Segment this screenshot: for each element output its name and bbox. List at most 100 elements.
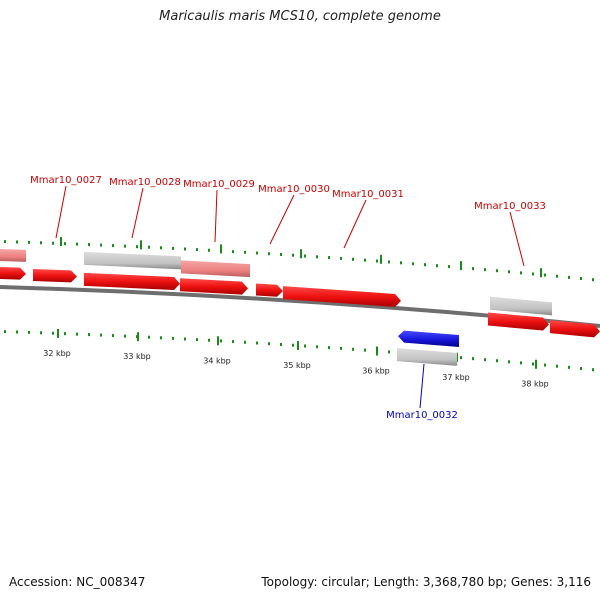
upper-major-tick (140, 240, 142, 250)
lower-tick-dot (364, 348, 366, 352)
gene-arrow-0032[interactable] (398, 330, 459, 348)
cds-bar-0028[interactable] (84, 251, 181, 270)
gene-leader-line (131, 187, 144, 239)
cds-bar-0033[interactable] (490, 296, 552, 316)
gene-label[interactable]: Mmar10_0028 (109, 177, 181, 188)
gene-arrow-0028[interactable] (84, 272, 180, 290)
upper-tick-dot (244, 250, 246, 254)
upper-major-tick (60, 237, 62, 247)
upper-tick-dot (364, 258, 366, 262)
upper-tick-dot (112, 244, 114, 248)
upper-tick-dot (40, 241, 42, 245)
upper-tick-dot (136, 245, 138, 249)
upper-major-tick (300, 249, 302, 259)
lower-tick-dot (508, 360, 510, 364)
upper-tick-dot (580, 277, 582, 281)
lower-tick-dot (52, 331, 54, 335)
scale-label-track: 32 kbp 33 kbp 34 kbp 35 kbp 36 kbp 37 kbp 38 k… (43, 349, 549, 389)
gene-arrow-0027[interactable] (33, 269, 77, 283)
lower-major-tick (217, 336, 219, 346)
scale-label: 32 kbp (43, 349, 71, 358)
upper-tick-dot (424, 263, 426, 267)
lower-tick-dot (496, 359, 498, 363)
lower-tick-dot (124, 334, 126, 338)
gene-label[interactable]: Mmar10_0032 (386, 410, 458, 421)
upper-tick-dot (196, 248, 198, 252)
gene-label[interactable]: Mmar10_0033 (474, 201, 546, 212)
lower-tick-dot (196, 338, 198, 342)
feature-track (0, 249, 600, 366)
gene-leader-line (419, 363, 425, 409)
upper-major-tick (460, 261, 462, 271)
upper-tick-dot (208, 248, 210, 252)
upper-tick-dot (268, 252, 270, 256)
upper-tick-dot (436, 264, 438, 268)
upper-tick-dot (388, 260, 390, 264)
gene-arrow-0033[interactable] (488, 312, 549, 331)
lower-major-tick (57, 328, 59, 338)
lower-tick-dot (16, 330, 18, 334)
upper-tick-dot (76, 242, 78, 246)
scale-label: 38 kbp (521, 380, 549, 389)
gene-leader-line (343, 199, 367, 249)
gene-label[interactable]: Mmar10_0031 (332, 189, 404, 200)
gene-arrow-0034[interactable] (550, 320, 600, 338)
upper-tick-dot (160, 246, 162, 250)
genome-summary-text: Topology: circular; Length: 3,368,780 bp… (261, 575, 591, 589)
lower-tick-dot (208, 338, 210, 342)
lower-tick-dot (460, 356, 462, 360)
upper-tick-dot (16, 240, 18, 244)
cds-bar-0032[interactable] (397, 348, 457, 366)
gene-arrow-0031[interactable] (283, 286, 401, 307)
lower-tick-dot (520, 361, 522, 365)
lower-major-tick (297, 341, 299, 351)
lower-tick-dot (160, 336, 162, 340)
gene-arrow-0029[interactable] (180, 278, 248, 295)
lower-tick-dot (220, 339, 222, 343)
lower-tick-dot (244, 340, 246, 344)
upper-tick-dot (184, 247, 186, 251)
gene-leader-line (214, 189, 218, 243)
gene-arrow-0026[interactable] (0, 267, 26, 280)
gene-label[interactable]: Mmar10_0027 (30, 175, 102, 186)
upper-tick-dot (4, 240, 6, 244)
lower-tick-dot (556, 364, 558, 368)
lower-tick-dot (304, 344, 306, 348)
lower-tick-dot (532, 362, 534, 366)
gene-label[interactable]: Mmar10_0030 (258, 184, 330, 195)
upper-tick-dot (316, 255, 318, 259)
lower-tick-dot (88, 333, 90, 337)
lower-major-tick (535, 359, 537, 369)
cds-bar-0027[interactable] (0, 249, 26, 262)
lower-tick-dot (4, 330, 6, 334)
gene-leader-line (55, 185, 67, 239)
lower-tick-dot (472, 357, 474, 361)
upper-tick-dot (280, 252, 282, 256)
lower-tick-dot (352, 347, 354, 351)
scale-label: 33 kbp (123, 352, 151, 361)
upper-tick-dot (124, 244, 126, 248)
upper-tick-dot (496, 269, 498, 273)
gene-arrow-0030[interactable] (256, 283, 283, 297)
upper-tick-dot (172, 246, 174, 250)
upper-tick-dot (52, 241, 54, 245)
gene-leader-line (509, 211, 525, 267)
lower-tick-dot (232, 340, 234, 344)
lower-tick-dot (28, 330, 30, 334)
accession-text: Accession: NC_008347 (9, 575, 146, 589)
upper-tick-dot (148, 245, 150, 249)
gene-label[interactable]: Mmar10_0029 (183, 179, 255, 190)
lower-tick-dot (148, 335, 150, 339)
lower-tick-dot (592, 368, 594, 372)
upper-tick-dot (376, 259, 378, 263)
upper-tick-dot (304, 254, 306, 258)
gene-leader-line (269, 194, 295, 245)
cds-bar-0029[interactable] (181, 260, 250, 278)
upper-tick-dot (256, 251, 258, 255)
lower-tick-dot (64, 332, 66, 336)
lower-tick-dot (112, 334, 114, 338)
lower-tick-dot (256, 341, 258, 345)
upper-tick-dot (556, 274, 558, 278)
upper-tick-dot (64, 242, 66, 246)
